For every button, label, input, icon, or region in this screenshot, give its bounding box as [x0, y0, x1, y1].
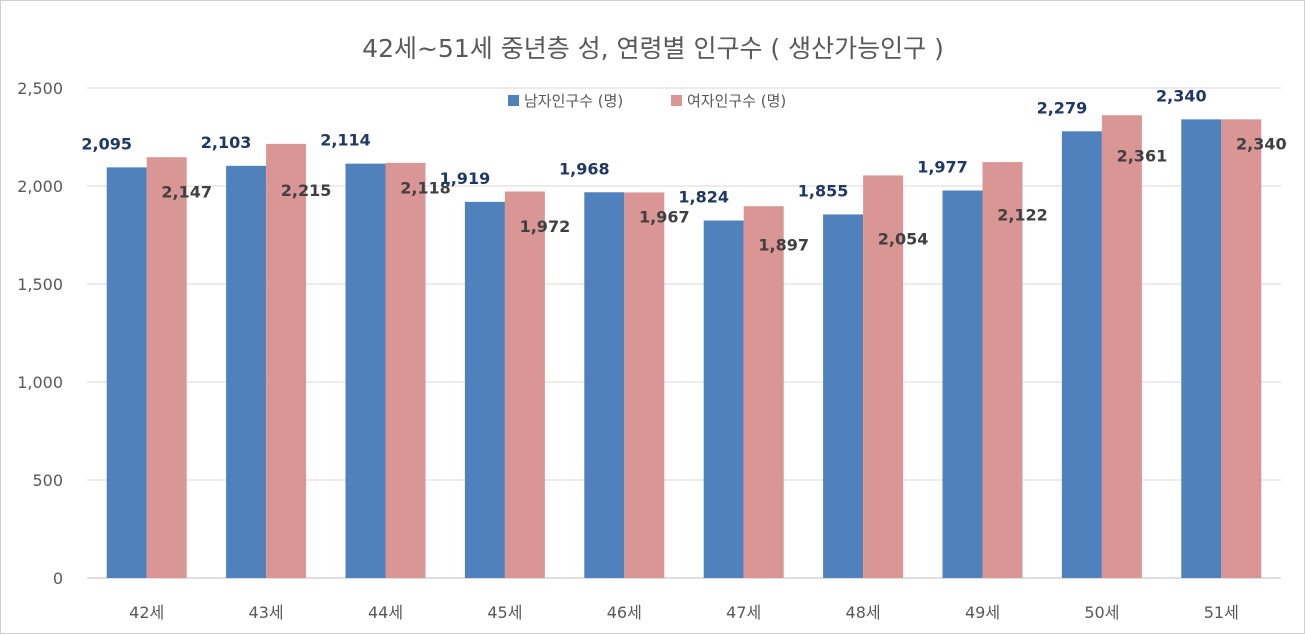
data-label-male: 2,340 — [1156, 86, 1207, 105]
x-tick-label: 49세 — [965, 603, 1000, 622]
data-label-male: 2,279 — [1037, 98, 1088, 117]
bar-female — [982, 162, 1023, 578]
bar-male — [942, 190, 983, 578]
legend-swatch — [508, 95, 519, 106]
x-tick-label: 46세 — [607, 603, 642, 622]
legend-label: 남자인구수 (명) — [524, 92, 623, 110]
chart-title: 42세~51세 중년층 성, 연령별 인구수 ( 생산가능인구 ) — [362, 34, 944, 63]
data-label-female: 2,340 — [1236, 134, 1287, 153]
x-tick-label: 43세 — [249, 603, 284, 622]
data-label-female: 2,122 — [997, 206, 1048, 225]
bar-male — [823, 214, 864, 579]
bar-male — [464, 201, 505, 578]
bar-female — [624, 192, 665, 578]
data-label-female: 2,054 — [878, 229, 929, 248]
data-label-male: 1,977 — [917, 158, 968, 177]
y-tick-label: 1,500 — [17, 275, 63, 294]
bar-female — [266, 143, 307, 579]
data-label-female: 1,972 — [520, 217, 571, 236]
data-label-female: 1,967 — [639, 207, 690, 226]
bar-female — [1101, 115, 1142, 578]
data-label-female: 2,147 — [161, 182, 212, 201]
data-label-male: 1,919 — [440, 169, 491, 188]
data-label-male: 1,968 — [559, 159, 610, 178]
y-tick-label: 1,000 — [17, 373, 63, 392]
y-tick-label: 500 — [32, 471, 63, 490]
data-label-male: 1,855 — [798, 181, 849, 200]
y-axis-ticks: 0 500 1,000 1,500 2,000 2,500 — [17, 79, 63, 588]
bar-female — [385, 162, 426, 578]
data-label-male: 2,114 — [320, 131, 371, 150]
bar-female — [504, 191, 545, 578]
bar-female — [146, 157, 187, 579]
x-tick-label: 45세 — [487, 603, 522, 622]
data-label-male: 1,824 — [678, 187, 729, 206]
y-tick-label: 2,500 — [17, 79, 63, 98]
bar-male — [226, 165, 267, 578]
bar-female — [1221, 119, 1262, 579]
x-tick-label: 51세 — [1204, 603, 1239, 622]
x-tick-label: 44세 — [368, 603, 403, 622]
data-label-male: 2,095 — [81, 134, 132, 153]
bar-male — [703, 220, 744, 578]
bar-male — [1061, 131, 1102, 579]
bar-male — [584, 192, 625, 578]
data-label-female: 2,361 — [1117, 146, 1168, 165]
x-axis-ticks: 42세 43세 44세 45세 46세 47세 48세 49세 50세 51세 — [129, 603, 1239, 622]
bar-male — [106, 167, 147, 578]
x-tick-label: 47세 — [726, 603, 761, 622]
data-label-female: 2,215 — [281, 181, 332, 200]
data-label-male: 2,103 — [201, 133, 252, 152]
data-label-female: 1,897 — [758, 235, 809, 254]
bar-male — [1181, 119, 1222, 579]
x-tick-label: 48세 — [846, 603, 881, 622]
bars — [106, 115, 1262, 579]
y-tick-label: 0 — [53, 569, 63, 588]
x-tick-label: 42세 — [129, 603, 164, 622]
data-label-female: 2,118 — [400, 179, 451, 198]
bar-male — [345, 163, 386, 578]
x-tick-label: 50세 — [1084, 603, 1119, 622]
bar-female — [743, 206, 784, 579]
legend-swatch — [671, 95, 682, 106]
y-tick-label: 2,000 — [17, 177, 63, 196]
bar-female — [863, 175, 904, 578]
legend-label: 여자인구수 (명) — [687, 92, 786, 110]
legend: 남자인구수 (명) 여자인구수 (명) — [508, 92, 786, 110]
